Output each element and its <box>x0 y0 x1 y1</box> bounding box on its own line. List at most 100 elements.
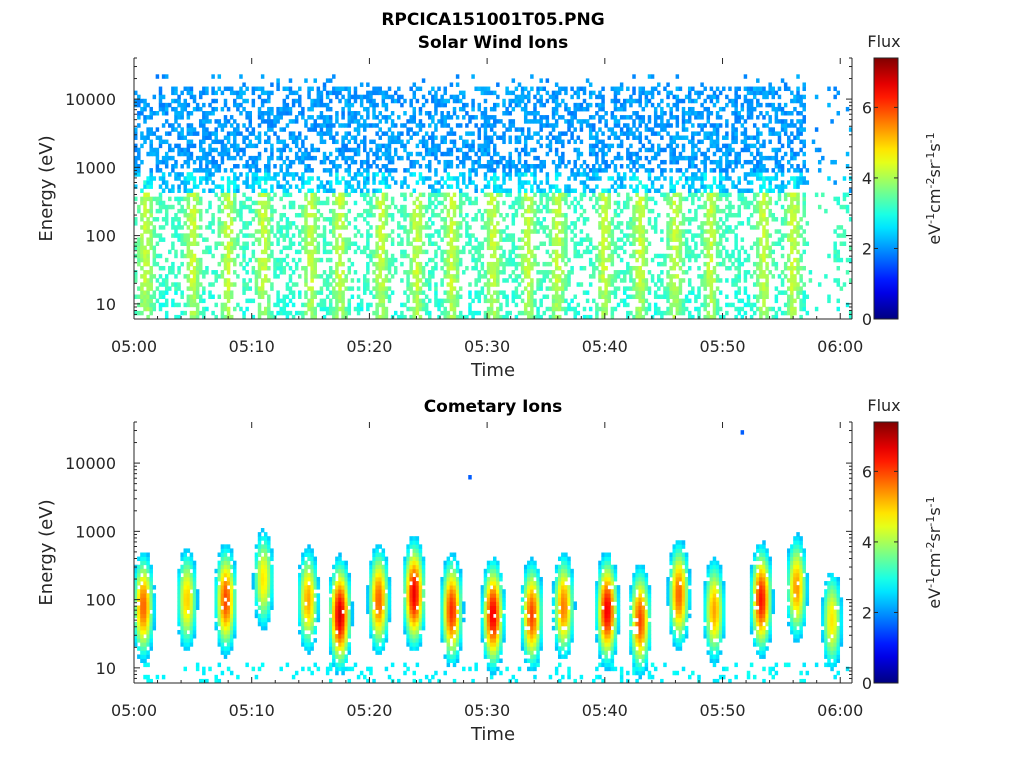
heatmap-cell <box>607 196 611 202</box>
heatmap-cell <box>211 139 215 145</box>
heatmap-cell <box>517 196 522 202</box>
heatmap-cell <box>328 115 333 120</box>
heatmap-cell <box>363 143 367 149</box>
heatmap-cell <box>356 212 361 218</box>
heatmap-cell <box>675 229 680 234</box>
heatmap-cell <box>579 123 584 128</box>
heatmap-cell <box>229 229 234 234</box>
heatmap-cell <box>700 282 704 287</box>
heatmap-cell <box>177 233 181 238</box>
heatmap-cell <box>514 172 519 177</box>
heatmap-cell <box>434 265 438 271</box>
heatmap-cell <box>660 147 664 153</box>
heatmap-cell <box>418 290 423 295</box>
heatmap-cell <box>338 233 342 238</box>
heatmap-cell <box>211 86 215 92</box>
heatmap-cell <box>254 278 259 283</box>
heatmap-cell <box>406 298 410 304</box>
heatmap-cell <box>400 261 404 267</box>
heatmap-cell <box>288 135 293 140</box>
heatmap-cell <box>573 111 577 116</box>
heatmap-cell <box>632 86 636 92</box>
heatmap-cell <box>530 286 534 291</box>
heatmap-cell <box>146 176 150 181</box>
heatmap-cell <box>322 225 327 230</box>
heatmap-cell <box>369 147 373 153</box>
heatmap-cell <box>198 119 203 124</box>
heatmap-cell <box>678 200 683 206</box>
heatmap-cell <box>220 176 225 181</box>
heatmap-cell <box>424 294 429 300</box>
heatmap-cell <box>554 111 559 116</box>
heatmap-cell <box>155 278 160 283</box>
heatmap-cell <box>691 159 695 165</box>
heatmap-cell <box>588 94 593 100</box>
heatmap-cell <box>458 196 463 202</box>
heatmap-cell <box>226 257 231 263</box>
heatmap-cell <box>403 270 407 275</box>
heatmap-cell <box>592 135 596 140</box>
heatmap-cell <box>632 282 636 287</box>
heatmap-cell <box>273 164 277 169</box>
heatmap-cell <box>588 196 593 202</box>
heatmap-cell <box>353 151 358 157</box>
heatmap-cell <box>143 221 147 226</box>
heatmap-cell <box>375 314 379 320</box>
heatmap-cell <box>582 119 587 124</box>
heatmap-cell <box>489 306 494 312</box>
heatmap-cell <box>619 245 624 251</box>
heatmap-cell <box>452 310 457 316</box>
heatmap-cell <box>684 306 689 312</box>
heatmap-cell <box>158 143 163 149</box>
heatmap-cell <box>322 115 327 120</box>
heatmap-cell <box>301 302 305 308</box>
heatmap-cell <box>527 168 531 173</box>
heatmap-cell <box>378 155 382 161</box>
heatmap-cell <box>369 90 373 96</box>
heatmap-cell <box>443 274 447 279</box>
heatmap-cell <box>372 192 376 198</box>
heatmap-cell <box>514 139 519 145</box>
heatmap-cell <box>694 208 698 214</box>
heatmap-cell <box>270 184 274 189</box>
heatmap-cell <box>279 306 283 312</box>
heatmap-cell <box>458 135 463 140</box>
heatmap-cell <box>211 159 215 165</box>
heatmap-cell <box>592 168 596 173</box>
heatmap-cell <box>381 131 386 136</box>
heatmap-cell <box>332 208 336 214</box>
heatmap-cell <box>675 286 680 291</box>
heatmap-cell <box>471 298 475 304</box>
heatmap-cell <box>291 290 296 295</box>
heatmap-cell <box>233 155 237 161</box>
heatmap-cell <box>192 98 197 104</box>
heatmap-cell <box>641 229 646 234</box>
heatmap-cell <box>137 257 141 263</box>
heatmap-cell <box>372 172 376 177</box>
heatmap-cell <box>270 217 274 222</box>
heatmap-cell <box>687 176 692 181</box>
heatmap-cell <box>285 106 290 112</box>
heatmap-cell <box>681 98 686 104</box>
heatmap-cell <box>270 151 274 157</box>
heatmap-cell <box>647 147 652 153</box>
heatmap-cell <box>180 111 184 116</box>
heatmap-cell <box>260 188 265 193</box>
heatmap-cell <box>186 212 191 218</box>
heatmap-cell <box>291 119 296 124</box>
heatmap-cell <box>381 278 386 283</box>
heatmap-cell <box>171 221 175 226</box>
heatmap-cell <box>582 306 587 312</box>
heatmap-cell <box>226 135 231 140</box>
heatmap-cell <box>381 94 386 100</box>
heatmap-cell <box>585 102 590 108</box>
heatmap-cell <box>607 221 611 226</box>
heatmap-cell <box>319 274 324 279</box>
heatmap-cell <box>632 135 636 140</box>
heatmap-cell <box>619 102 624 108</box>
heatmap-cell <box>279 310 283 316</box>
heatmap-cell <box>675 274 680 279</box>
heatmap-cell <box>508 135 512 140</box>
heatmap-cell <box>428 278 432 283</box>
heatmap-cell <box>149 208 153 214</box>
